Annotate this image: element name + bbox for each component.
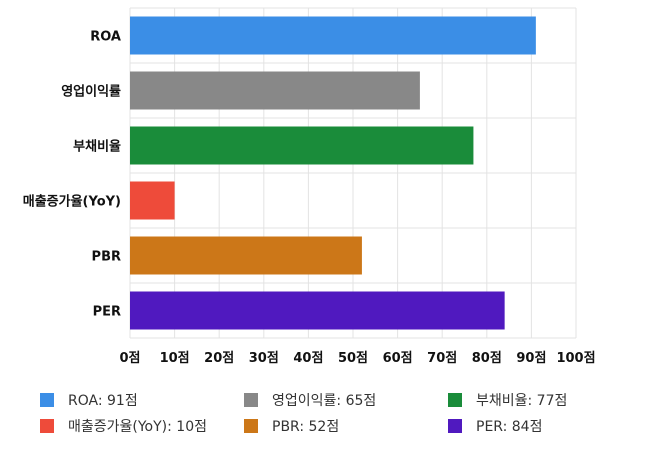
- category-label: 영업이익률: [61, 84, 121, 100]
- bar-0: [130, 16, 536, 55]
- x-tick-label: 100점: [556, 351, 595, 366]
- x-tick-label: 50점: [338, 351, 368, 366]
- x-tick-label: 80점: [472, 351, 502, 366]
- bar-5: [130, 291, 505, 330]
- legend-label: 매출증가율(YoY): 10점: [68, 419, 207, 435]
- legend-item: ROA: 91점: [40, 390, 138, 410]
- legend-swatch: [244, 393, 258, 407]
- x-tick-label: 0점: [119, 351, 140, 366]
- x-tick-labels: 0점 10점 20점 30점 40점 50점 60점 70점 80점 90점 100점: [119, 351, 595, 366]
- legend-swatch: [40, 419, 54, 433]
- x-tick-label: 70점: [427, 351, 457, 366]
- bar-2: [130, 126, 474, 165]
- category-label: 부채비율: [73, 139, 121, 155]
- x-tick-label: 90점: [516, 351, 546, 366]
- legend-item: 매출증가율(YoY): 10점: [40, 416, 207, 436]
- legend-swatch: [244, 419, 258, 433]
- category-label: ROA: [90, 30, 121, 45]
- x-tick-label: 60점: [383, 351, 413, 366]
- legend-item: 영업이익률: 65점: [244, 390, 376, 410]
- legend-label: PBR: 52점: [272, 419, 340, 435]
- legend-item: 부채비율: 77점: [448, 390, 567, 410]
- bars: [130, 16, 536, 330]
- x-tick-label: 10점: [160, 351, 190, 366]
- category-label: 매출증가율(YoY): [23, 194, 121, 210]
- bar-1: [130, 71, 420, 110]
- legend-swatch: [40, 393, 54, 407]
- x-tick-label: 30점: [249, 351, 279, 366]
- legend-label: PER: 84점: [476, 419, 543, 435]
- category-label: PER: [93, 305, 121, 320]
- grid-lines: [129, 7, 577, 339]
- legend-swatch: [448, 393, 462, 407]
- category-label: PBR: [92, 250, 121, 265]
- x-tick-label: 20점: [204, 351, 234, 366]
- x-tick-label: 40점: [293, 351, 323, 366]
- bar-3: [130, 181, 175, 220]
- legend-item: PER: 84점: [448, 416, 542, 436]
- legend-swatch: [448, 419, 462, 433]
- bar-4: [130, 236, 362, 275]
- legend-item: PBR: 52점: [244, 416, 339, 436]
- legend-label: ROA: 91점: [68, 393, 138, 409]
- legend-label: 부채비율: 77점: [476, 393, 568, 409]
- legend-label: 영업이익률: 65점: [272, 393, 377, 409]
